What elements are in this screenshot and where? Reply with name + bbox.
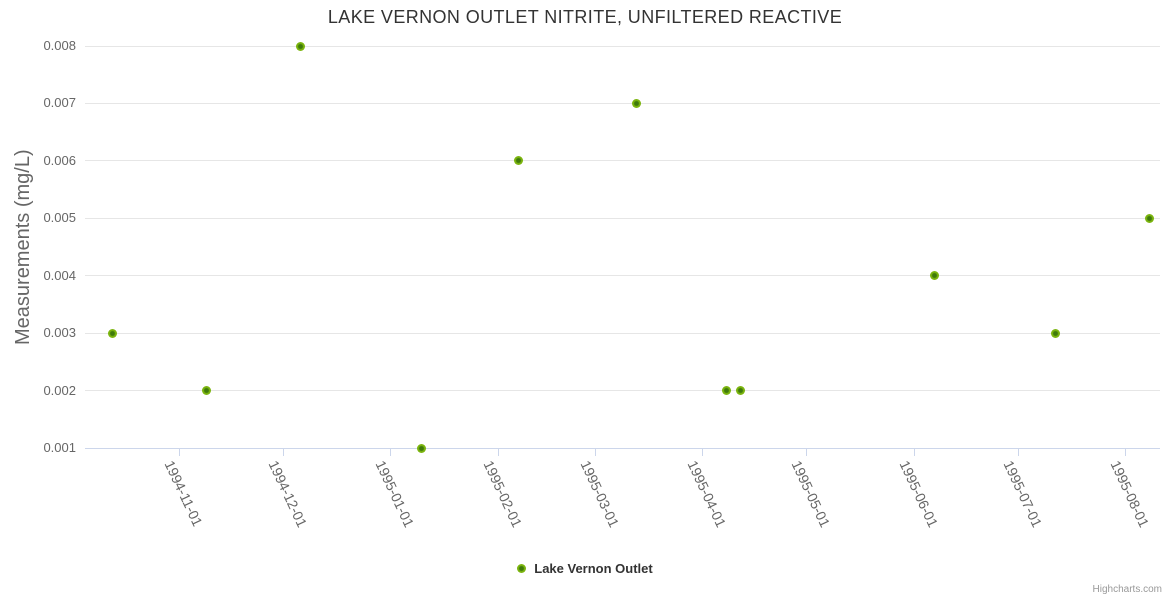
x-axis-line <box>85 447 1160 449</box>
data-point-marker[interactable] <box>722 386 732 396</box>
x-axis-tick <box>1125 448 1127 456</box>
legend-label: Lake Vernon Outlet <box>534 561 653 576</box>
x-axis-tick-label: 1995-08-01 <box>1107 458 1153 530</box>
x-axis-tick-label: 1995-07-01 <box>1000 458 1046 530</box>
y-axis-tick-label: 0.002 <box>43 382 76 398</box>
x-axis-tick-label: 1995-02-01 <box>480 458 525 530</box>
x-axis-tick <box>497 448 499 456</box>
x-axis-tick <box>178 448 180 456</box>
x-axis-tick <box>806 448 808 456</box>
x-axis-tick-label: 1994-11-01 <box>161 458 206 529</box>
y-gridline <box>85 160 1160 162</box>
y-gridline <box>85 275 1160 277</box>
y-gridline <box>85 390 1160 392</box>
x-axis-tick-label: 1994-12-01 <box>265 458 310 530</box>
x-axis-tick <box>390 448 392 456</box>
y-gridline <box>85 102 1160 104</box>
y-gridline <box>85 217 1160 219</box>
y-axis-tick-label: 0.008 <box>43 38 76 53</box>
legend-item-lake-vernon-outlet[interactable]: Lake Vernon Outlet <box>517 561 653 576</box>
x-axis-tick-label: 1995-03-01 <box>577 458 623 530</box>
data-point-marker[interactable] <box>930 271 940 281</box>
y-gridline <box>85 45 1160 47</box>
x-axis-tick <box>1017 448 1019 456</box>
x-axis-tick-label: 1995-01-01 <box>372 458 418 530</box>
y-axis-tick-label: 0.003 <box>43 325 76 341</box>
data-point-marker[interactable] <box>631 98 641 108</box>
x-axis-tick <box>282 448 284 456</box>
data-point-marker[interactable] <box>735 386 745 396</box>
chart-title: LAKE VERNON OUTLET NITRITE, UNFILTERED R… <box>327 7 843 27</box>
x-axis-tick <box>594 448 596 456</box>
x-axis-tick-label: 1995-05-01 <box>788 458 834 530</box>
data-point-marker[interactable] <box>1051 328 1061 338</box>
x-axis-tick-label: 1995-06-01 <box>896 458 942 530</box>
data-point-marker[interactable] <box>416 443 426 453</box>
y-axis-tick-label: 0.007 <box>43 95 76 111</box>
y-axis-tick-label: 0.001 <box>43 440 76 455</box>
x-axis-tick <box>913 448 915 456</box>
data-point-marker[interactable] <box>1145 213 1155 223</box>
y-axis-tick-label: 0.004 <box>43 267 76 283</box>
highcharts-credits-link[interactable]: Highcharts.com <box>1092 584 1162 595</box>
data-point-marker[interactable] <box>295 41 305 51</box>
legend: Lake Vernon Outlet <box>0 561 1170 576</box>
y-axis-tick-label: 0.006 <box>43 152 76 168</box>
y-gridline <box>85 332 1160 334</box>
data-point-marker[interactable] <box>201 386 211 396</box>
y-axis-tick-label: 0.005 <box>43 210 76 226</box>
data-point-marker[interactable] <box>513 156 523 166</box>
x-axis-tick-label: 1995-04-01 <box>684 458 730 530</box>
data-point-marker[interactable] <box>108 328 118 338</box>
x-axis-tick <box>702 448 704 456</box>
legend-marker-icon <box>517 564 527 573</box>
